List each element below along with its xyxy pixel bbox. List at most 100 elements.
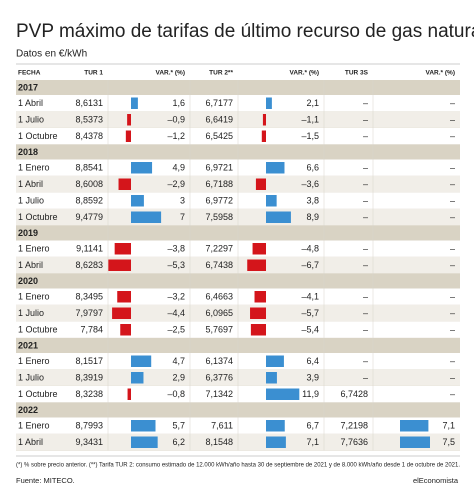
variation-cell: –6,7	[301, 260, 319, 270]
variation-cell: –0,9	[167, 115, 185, 125]
variation-cell: –4,4	[167, 308, 185, 318]
price-cell: –	[363, 196, 368, 206]
variation-cell: 3,8	[306, 196, 319, 206]
variation-cell: 7,5	[442, 437, 455, 447]
variation-bar	[131, 195, 144, 207]
variation-cell: –1,1	[301, 115, 319, 125]
price-cell: 8,1517	[75, 356, 103, 366]
date-cell: 1 Enero	[18, 421, 50, 431]
variation-cell: 7,1	[306, 437, 319, 447]
price-cell: 6,7438	[205, 260, 233, 270]
variation-cell: –	[450, 212, 455, 222]
variation-cell: –2,5	[167, 325, 185, 335]
year-label: 2018	[18, 147, 38, 157]
price-cell: –	[363, 373, 368, 383]
year-label: 2017	[18, 82, 38, 92]
date-cell: 1 Julio	[18, 373, 44, 383]
variation-bar	[261, 130, 266, 142]
variation-bar	[266, 97, 272, 109]
date-cell: 1 Enero	[18, 292, 50, 302]
variation-cell: –5,7	[301, 308, 319, 318]
variation-cell: –4,8	[301, 244, 319, 254]
variation-bar	[266, 355, 284, 367]
date-cell: 1 Abril	[18, 437, 43, 447]
price-cell: 5,7697	[205, 325, 233, 335]
variation-bar	[266, 420, 285, 432]
variation-cell: –	[450, 98, 455, 108]
year-label: 2021	[18, 340, 38, 350]
variation-bar	[262, 114, 266, 126]
price-cell: –	[363, 260, 368, 270]
footnote: (*) % sobre precio anterior. (**) Tarifa…	[16, 462, 460, 469]
price-cell: –	[363, 131, 368, 141]
variation-bar	[400, 436, 430, 448]
column-header: VAR.* (%)	[290, 70, 320, 77]
date-cell: 1 Abril	[18, 260, 43, 270]
variation-bar	[108, 259, 131, 271]
price-cell: 7,5958	[205, 212, 233, 222]
variation-cell: –	[450, 196, 455, 206]
price-cell: 8,3238	[75, 389, 103, 399]
column-header: TUR 3S	[345, 70, 369, 77]
variation-cell: –	[450, 260, 455, 270]
variation-cell: 5,7	[172, 421, 185, 431]
price-cell: 7,1342	[205, 389, 233, 399]
price-cell: 8,6283	[75, 260, 103, 270]
price-cell: 6,3776	[205, 373, 233, 383]
price-cell: 8,8541	[75, 163, 103, 173]
price-cell: 6,7428	[340, 389, 368, 399]
source: Fuente: MITECO.	[16, 476, 75, 485]
price-cell: 8,7993	[75, 421, 103, 431]
variation-cell: –3,8	[167, 244, 185, 254]
variation-bar	[117, 291, 131, 303]
variation-cell: 6,6	[306, 163, 319, 173]
variation-bar	[400, 420, 429, 432]
variation-bar	[114, 243, 131, 255]
date-cell: 1 Octubre	[18, 325, 58, 335]
variation-bar	[266, 372, 277, 384]
variation-cell: –	[450, 179, 455, 189]
price-cell: 7,611	[211, 421, 233, 431]
price-cell: 8,6131	[75, 98, 103, 108]
variation-cell: –	[450, 373, 455, 383]
price-cell: 7,2297	[205, 244, 233, 254]
variation-cell: –2,9	[167, 179, 185, 189]
date-cell: 1 Julio	[18, 308, 44, 318]
price-cell: 8,8592	[75, 196, 103, 206]
column-header: FECHA	[18, 70, 41, 77]
header-bg	[16, 66, 460, 80]
price-cell: –	[363, 292, 368, 302]
price-cell: 7,7636	[340, 437, 368, 447]
price-cell: 6,1374	[205, 356, 233, 366]
variation-bar	[112, 307, 131, 319]
date-cell: 1 Octubre	[18, 212, 58, 222]
variation-bar	[266, 162, 285, 174]
price-cell: –	[363, 98, 368, 108]
price-cell: –	[363, 212, 368, 222]
column-header: TUR 2**	[209, 70, 233, 77]
variation-bar	[250, 324, 266, 336]
price-cell: 9,1141	[76, 244, 103, 254]
variation-bar	[131, 355, 152, 367]
variation-cell: –	[450, 308, 455, 318]
price-cell: 6,5425	[205, 131, 233, 141]
variation-cell: 6,7	[306, 421, 319, 431]
price-cell: 6,7188	[205, 179, 233, 189]
variation-cell: –	[450, 356, 455, 366]
year-label: 2019	[18, 228, 38, 238]
variation-bar	[131, 211, 162, 223]
variation-cell: –5,3	[167, 260, 185, 270]
column-header: TUR 1	[84, 70, 103, 77]
variation-cell: 7	[180, 212, 185, 222]
variation-bar	[252, 243, 266, 255]
variation-cell: –	[450, 292, 455, 302]
price-cell: –	[363, 244, 368, 254]
price-cell: –	[363, 163, 368, 173]
date-cell: 1 Enero	[18, 244, 50, 254]
price-cell: –	[363, 179, 368, 189]
variation-cell: –	[450, 131, 455, 141]
price-cell: 6,0965	[205, 308, 233, 318]
variation-bar	[131, 97, 138, 109]
price-cell: 6,9721	[205, 163, 233, 173]
variation-bar	[266, 195, 277, 207]
